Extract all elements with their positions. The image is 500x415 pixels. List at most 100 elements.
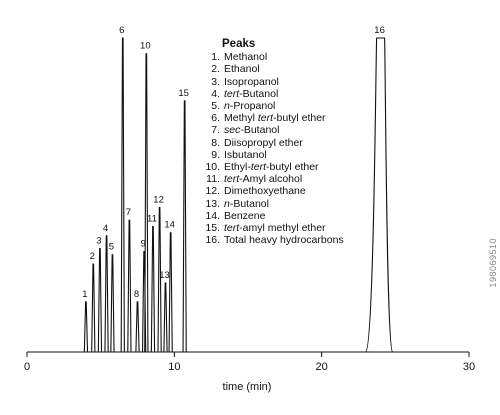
- peak-1: [83, 301, 89, 353]
- legend-item-number: 11.: [206, 173, 220, 186]
- legend-item: 15. tert-amyl methyl ether: [200, 222, 344, 234]
- peak-7: [127, 219, 132, 353]
- legend-item-number: 8.: [211, 136, 220, 149]
- legend-item: 12. Dimethoxyethane: [200, 185, 344, 197]
- x-tick-label: 30: [463, 361, 475, 373]
- legend-item: 7. sec-Butanol: [200, 124, 344, 136]
- peak-label-15: 15: [178, 88, 189, 99]
- legend-item-number: 5.: [211, 100, 220, 113]
- legend-item-text: n: [224, 100, 230, 113]
- legend-item: 3. Isopropanol: [200, 76, 344, 88]
- peak-label-14: 14: [164, 220, 175, 231]
- peak-label-4: 4: [103, 223, 108, 234]
- legend-item: 5. n-Propanol: [200, 100, 344, 112]
- chromatogram-trace-layer: [83, 37, 394, 353]
- peak-8: [135, 301, 140, 353]
- legend-item-text: -butyl ether: [266, 161, 319, 174]
- legend-item-text: Isopropanol: [224, 75, 279, 88]
- legend-item-text: -butyl ether: [273, 112, 326, 125]
- x-tick-label: 0: [24, 361, 30, 373]
- legend-item-number: 16.: [205, 234, 220, 247]
- legend-item: 14. Benzene: [200, 210, 344, 222]
- legend-item: 4. tert-Butanol: [200, 88, 344, 100]
- legend-item: 10. Ethyl-tert-butyl ether: [200, 161, 344, 173]
- legend-item-text: n: [224, 197, 230, 210]
- legend-item: 16. Total heavy hydrocarbons: [200, 234, 344, 247]
- peak-5: [110, 254, 115, 353]
- peak-12: [157, 207, 162, 353]
- legend-item: 13. n-Butanol: [200, 198, 344, 210]
- x-tick-label: 10: [168, 361, 180, 373]
- legend-item-text: -Amyl alcohol: [239, 173, 303, 186]
- legend-item: 8. Diisopropyl ether: [200, 137, 344, 149]
- legend-item-text: Total heavy hydrocarbons: [224, 234, 344, 247]
- peak-label-8: 8: [134, 289, 139, 300]
- legend-item: 11. tert-Amyl alcohol: [200, 173, 344, 185]
- legend-item-text: Ethanol: [224, 63, 260, 76]
- legend-item-number: 7.: [211, 124, 220, 137]
- peak-3: [97, 247, 103, 353]
- peak-label-6: 6: [119, 25, 124, 36]
- peak-11: [150, 225, 156, 353]
- legend-item-text: Ethyl-: [224, 161, 251, 174]
- legend-item-text: tert: [224, 87, 240, 100]
- peak-label-7: 7: [126, 207, 131, 218]
- x-axis-label: time (min): [223, 381, 272, 393]
- legend-item-text: tert: [224, 173, 240, 186]
- peak-6: [120, 37, 125, 353]
- legend-item: 9. Isbutanol: [200, 149, 344, 161]
- legend-list: 1. Methanol 2. Ethanol 3. Isopropanol 4. tert-B…: [200, 51, 344, 247]
- peak-15: [182, 100, 187, 353]
- legend-item-number: 2.: [211, 63, 220, 76]
- legend-item-text: Dimethoxyethane: [224, 185, 306, 198]
- legend-item-text: -Butanol: [239, 87, 279, 100]
- legend-item-number: 1.: [211, 51, 220, 64]
- legend-item-number: 6.: [211, 112, 220, 125]
- peak-13: [163, 282, 168, 353]
- legend-item-number: 10.: [205, 161, 220, 174]
- peak-label-13: 13: [159, 270, 170, 281]
- peak-label-3: 3: [96, 235, 101, 246]
- peak-label-5: 5: [109, 242, 114, 253]
- legend-item-number: 15.: [205, 222, 220, 235]
- legend-item-text: -Butanol: [240, 124, 280, 137]
- legend-item-text: -Propanol: [229, 100, 276, 113]
- legend-item-text: tert: [224, 222, 240, 235]
- legend-item-number: 9.: [211, 148, 220, 161]
- legend-title: Peaks: [222, 38, 256, 50]
- peak-label-10: 10: [140, 41, 151, 52]
- legend-item-text: Methyl: [224, 112, 258, 125]
- peak-10: [144, 53, 149, 353]
- legend-item-text: tert: [250, 161, 267, 174]
- legend-item-text: sec: [224, 124, 241, 137]
- x-axis: 0 10 20 30: [24, 351, 475, 373]
- peaks-legend: Peaks 1. Methanol 2. Ethanol 3. Isopropanol 4.…: [200, 38, 344, 247]
- peak-label-1: 1: [82, 289, 87, 300]
- stock-id-watermark: 198069510: [488, 238, 498, 288]
- legend-item: 2. Ethanol: [200, 63, 344, 75]
- legend-item-number: 13.: [205, 197, 220, 210]
- peak-label-2: 2: [90, 251, 95, 262]
- legend-item-number: 4.: [211, 87, 220, 100]
- peak-label-12: 12: [153, 195, 164, 206]
- peak-label-11: 11: [147, 213, 157, 224]
- legend-item-text: -Butanol: [229, 197, 269, 210]
- peak-4: [104, 235, 109, 353]
- legend-item-text: Diisopropyl ether: [224, 136, 303, 149]
- legend-item-number: 3.: [211, 75, 220, 88]
- legend-item-text: Benzene: [224, 209, 266, 222]
- legend-item-number: 12.: [205, 185, 220, 198]
- legend-item-text: tert: [257, 112, 274, 125]
- legend-item-text: Isbutanol: [224, 148, 267, 161]
- peak-2: [91, 263, 96, 353]
- legend-item-number: 14.: [205, 209, 220, 222]
- legend-item-text: Methanol: [224, 51, 268, 64]
- legend-item-text: -amyl methyl ether: [239, 222, 326, 235]
- peak-label-16: 16: [374, 25, 385, 36]
- x-tick-label: 20: [316, 361, 328, 373]
- legend-item: 6. Methyl tert-butyl ether: [200, 112, 344, 124]
- peak-16: [365, 37, 394, 353]
- peak-14: [168, 232, 173, 353]
